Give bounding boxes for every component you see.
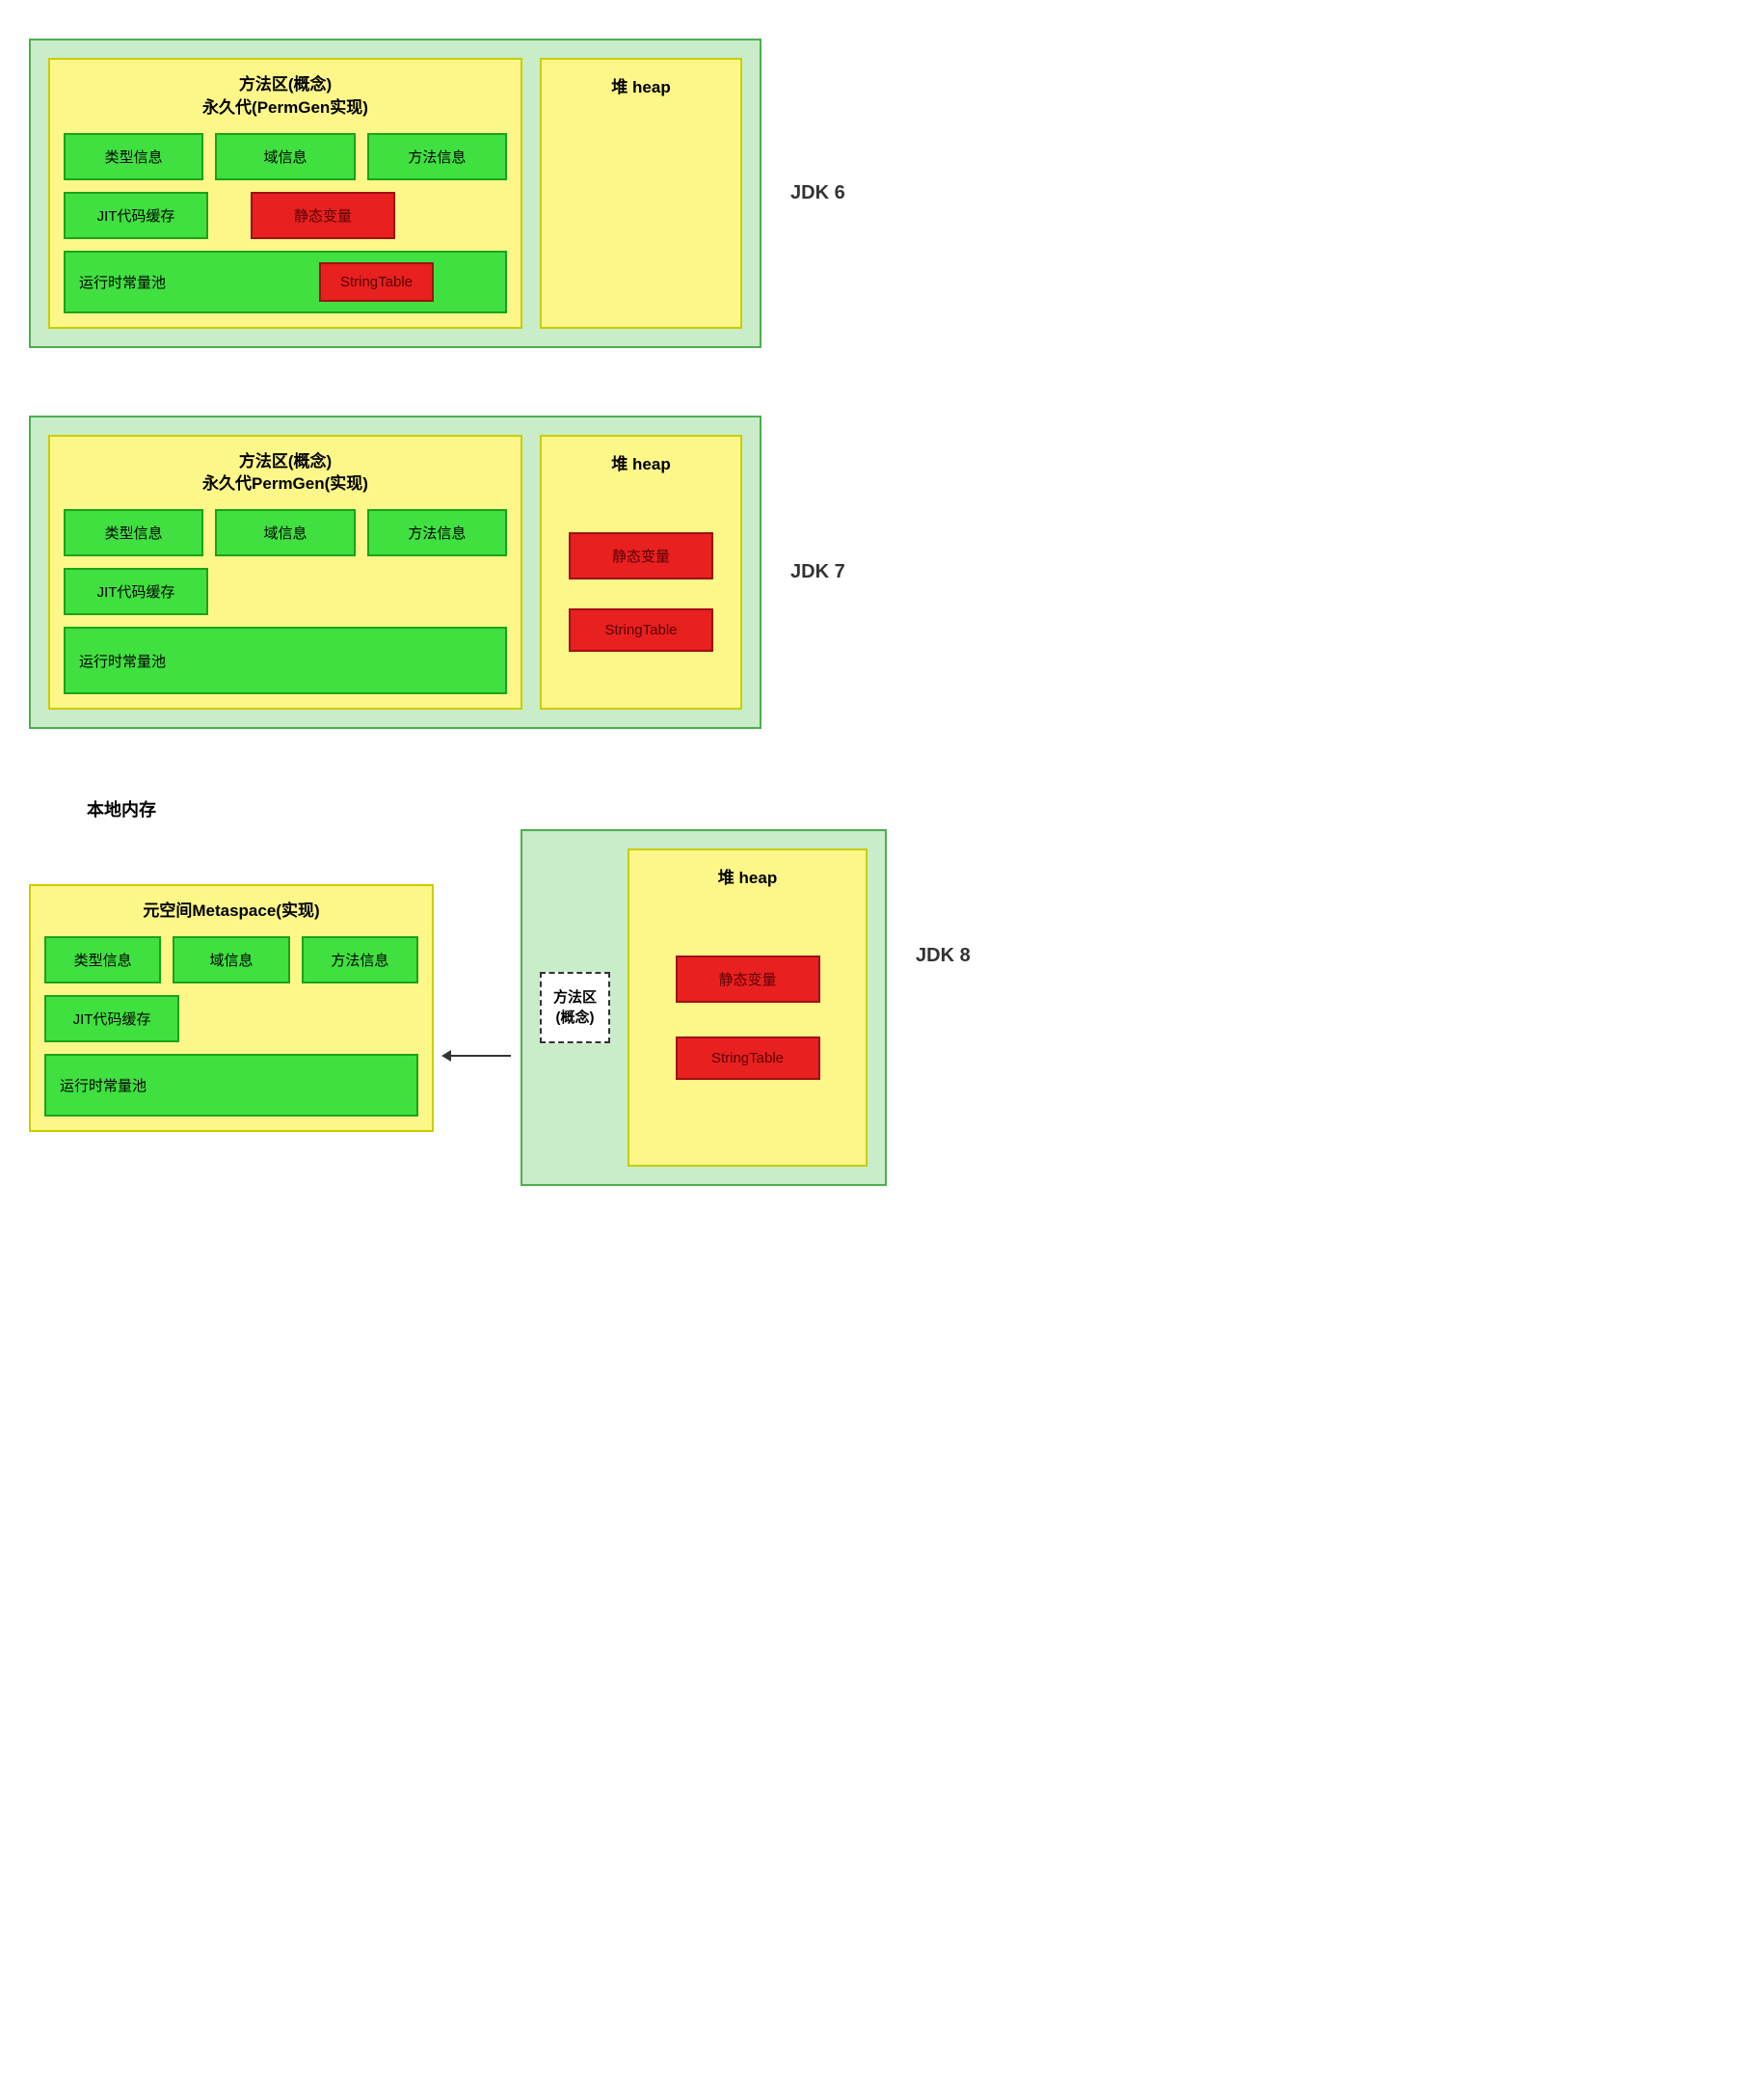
stringtable-box: StringTable bbox=[569, 608, 713, 652]
field-info-box: 域信息 bbox=[215, 133, 355, 180]
jdk6-section: 方法区(概念) 永久代(PermGen实现) 类型信息 域信息 方法信息 JIT… bbox=[29, 39, 1734, 348]
info-row: 类型信息 域信息 方法信息 bbox=[64, 133, 507, 180]
static-var-box: 静态变量 bbox=[569, 532, 713, 579]
runtime-pool: 运行时常量池 StringTable bbox=[64, 251, 507, 313]
jit-row: JIT代码缓存 bbox=[44, 995, 418, 1042]
info-row: 类型信息 域信息 方法信息 bbox=[44, 936, 418, 983]
jdk7-method-area: 方法区(概念) 永久代PermGen(实现) 类型信息 域信息 方法信息 JIT… bbox=[48, 435, 522, 711]
info-row: 类型信息 域信息 方法信息 bbox=[64, 509, 507, 556]
jdk6-label: JDK 6 bbox=[790, 182, 868, 204]
jit-cache-box: JIT代码缓存 bbox=[64, 192, 208, 239]
static-var-box: 静态变量 bbox=[676, 956, 820, 1003]
method-info-box: 方法信息 bbox=[367, 509, 507, 556]
jit-cache-box: JIT代码缓存 bbox=[44, 995, 179, 1042]
arrow-icon bbox=[443, 1055, 511, 1057]
jdk8-outer: 方法区 (概念) 堆 heap 静态变量 StringTable bbox=[521, 829, 887, 1186]
method-area-concept: 方法区 (概念) bbox=[540, 972, 610, 1043]
runtime-pool: 运行时常量池 bbox=[64, 627, 507, 694]
type-info-box: 类型信息 bbox=[64, 509, 203, 556]
field-info-box: 域信息 bbox=[173, 936, 289, 983]
jdk8-label: JDK 8 bbox=[916, 945, 993, 967]
method-area-title: 方法区(概念) 永久代(PermGen实现) bbox=[64, 73, 507, 120]
runtime-pool: 运行时常量池 bbox=[44, 1054, 418, 1117]
type-info-box: 类型信息 bbox=[44, 936, 161, 983]
jdk7-label: JDK 7 bbox=[790, 561, 868, 583]
local-memory-label: 本地内存 bbox=[29, 796, 1734, 821]
metaspace-title: 元空间Metaspace(实现) bbox=[44, 900, 418, 923]
jdk7-heap: 堆 heap 静态变量 StringTable bbox=[540, 435, 742, 711]
jit-cache-box: JIT代码缓存 bbox=[64, 568, 208, 615]
method-area-title: 方法区(概念) 永久代PermGen(实现) bbox=[64, 450, 507, 497]
method-info-box: 方法信息 bbox=[302, 936, 418, 983]
jdk6-heap: 堆 heap bbox=[540, 58, 742, 329]
jdk7-section: 方法区(概念) 永久代PermGen(实现) 类型信息 域信息 方法信息 JIT… bbox=[29, 416, 1734, 730]
jdk8-wrap: 元空间Metaspace(实现) 类型信息 域信息 方法信息 JIT代码缓存 运… bbox=[29, 829, 887, 1186]
jdk8-metaspace: 元空间Metaspace(实现) 类型信息 域信息 方法信息 JIT代码缓存 运… bbox=[29, 884, 434, 1132]
static-var-box: 静态变量 bbox=[251, 192, 395, 239]
jdk7-outer: 方法区(概念) 永久代PermGen(实现) 类型信息 域信息 方法信息 JIT… bbox=[29, 416, 761, 730]
type-info-box: 类型信息 bbox=[64, 133, 203, 180]
jdk8-heap: 堆 heap 静态变量 StringTable bbox=[628, 848, 868, 1167]
jit-static-row: JIT代码缓存 静态变量 bbox=[64, 192, 507, 239]
stringtable-box: StringTable bbox=[319, 262, 434, 302]
field-info-box: 域信息 bbox=[215, 509, 355, 556]
method-info-box: 方法信息 bbox=[367, 133, 507, 180]
jdk6-method-area: 方法区(概念) 永久代(PermGen实现) 类型信息 域信息 方法信息 JIT… bbox=[48, 58, 522, 329]
jdk6-outer: 方法区(概念) 永久代(PermGen实现) 类型信息 域信息 方法信息 JIT… bbox=[29, 39, 761, 348]
stringtable-box: StringTable bbox=[676, 1037, 820, 1080]
jit-row: JIT代码缓存 bbox=[64, 568, 507, 615]
jdk8-section: 本地内存 元空间Metaspace(实现) 类型信息 域信息 方法信息 JIT代… bbox=[29, 796, 1734, 1186]
